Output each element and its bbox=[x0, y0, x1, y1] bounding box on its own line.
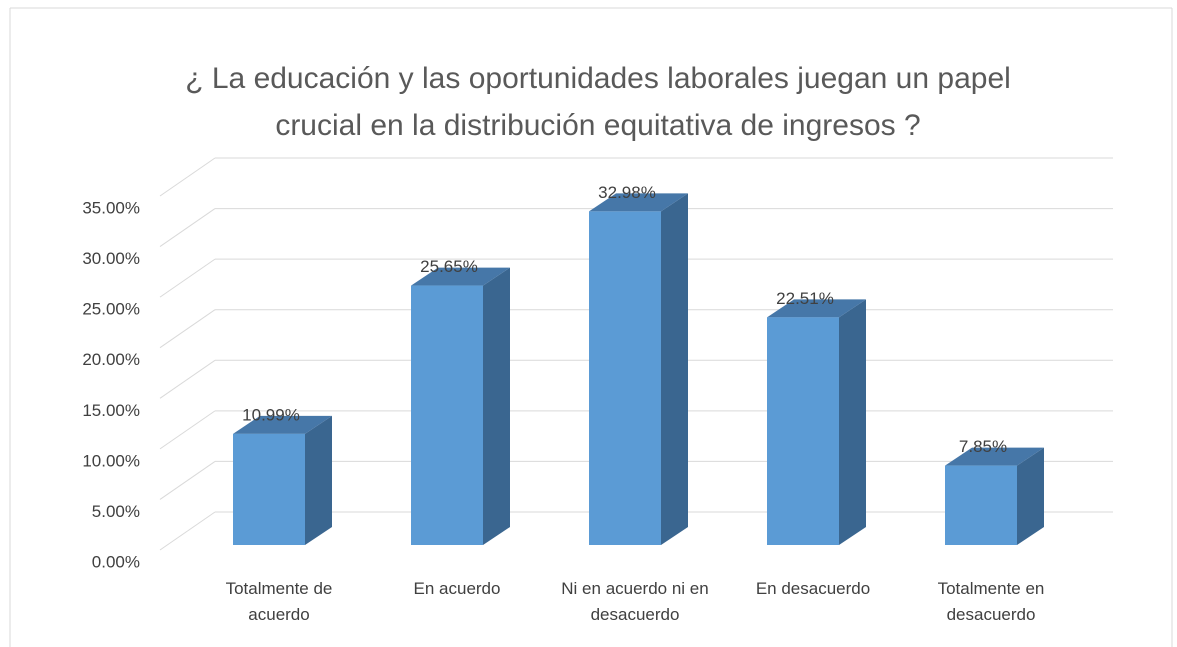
data-label: 25.65% bbox=[420, 257, 478, 276]
y-tick-label: 30.00% bbox=[82, 249, 140, 268]
bar bbox=[589, 211, 661, 546]
bar-side bbox=[839, 299, 866, 545]
y-tick-label: 5.00% bbox=[92, 502, 140, 521]
grid-line bbox=[159, 410, 216, 450]
data-label: 32.98% bbox=[598, 183, 656, 202]
bar-side bbox=[1017, 447, 1044, 545]
grid-line bbox=[159, 461, 216, 500]
x-tick-label: En acuerdo bbox=[413, 579, 501, 598]
data-label: 7.85% bbox=[959, 437, 1007, 456]
y-tick-label: 25.00% bbox=[82, 300, 140, 319]
y-tick-label: 10.00% bbox=[82, 451, 140, 470]
grid-line bbox=[159, 258, 216, 298]
bar-side bbox=[305, 415, 332, 545]
y-tick-label: 0.00% bbox=[92, 552, 140, 571]
grid-line bbox=[159, 157, 216, 197]
y-tick-label: 35.00% bbox=[82, 198, 140, 217]
x-tick-label: En desacuerdo bbox=[755, 579, 871, 598]
y-tick-label: 20.00% bbox=[82, 350, 140, 369]
data-label: 10.99% bbox=[242, 405, 300, 424]
bar-top bbox=[589, 193, 688, 212]
bar-top bbox=[767, 299, 866, 318]
bar-top bbox=[945, 447, 1044, 466]
chart-title: ¿ La educación y las oportunidades labor… bbox=[185, 62, 1011, 95]
grid-line bbox=[159, 309, 216, 349]
bar-side bbox=[661, 193, 688, 546]
bar-top bbox=[411, 267, 510, 286]
x-tick-label: Totalmente de acuerdo bbox=[225, 579, 333, 624]
bar-top bbox=[233, 415, 332, 434]
x-tick-label: Totalmente en desacuerdo bbox=[937, 579, 1045, 624]
data-label: 22.51% bbox=[776, 289, 834, 308]
chart-title: crucial en la distribución equitativa de… bbox=[275, 109, 920, 142]
bar bbox=[945, 465, 1017, 545]
bar bbox=[233, 433, 305, 545]
bar bbox=[411, 285, 483, 545]
grid-line bbox=[159, 359, 216, 399]
grid-line bbox=[159, 511, 216, 551]
bar bbox=[767, 317, 839, 545]
x-tick-label: Ni en acuerdo ni en desacuerdo bbox=[561, 579, 709, 624]
y-tick-label: 15.00% bbox=[82, 401, 140, 420]
bar-side bbox=[483, 267, 510, 545]
grid-line bbox=[159, 208, 216, 247]
